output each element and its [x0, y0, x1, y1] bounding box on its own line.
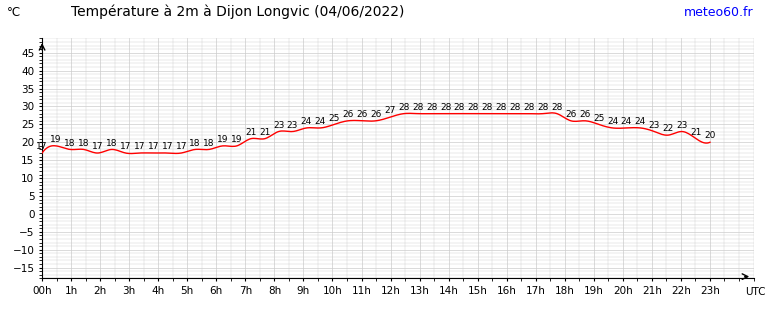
Text: °C: °C [7, 6, 21, 19]
Text: 18: 18 [64, 139, 76, 148]
Text: meteo60.fr: meteo60.fr [684, 6, 754, 19]
Text: 23: 23 [273, 121, 285, 130]
Text: 18: 18 [106, 139, 117, 148]
Text: 19: 19 [231, 135, 243, 144]
Text: 26: 26 [565, 110, 577, 119]
Text: 28: 28 [537, 103, 549, 112]
Text: 23: 23 [287, 121, 298, 130]
Text: 28: 28 [509, 103, 521, 112]
Text: 25: 25 [593, 114, 604, 123]
Text: 17: 17 [134, 142, 145, 151]
Text: 25: 25 [329, 114, 340, 123]
Text: 21: 21 [245, 128, 256, 137]
Text: 18: 18 [190, 139, 201, 148]
Text: UTC: UTC [745, 287, 765, 297]
Text: 20: 20 [705, 132, 715, 140]
Text: 26: 26 [579, 110, 591, 119]
Text: 26: 26 [356, 110, 368, 119]
Text: 17: 17 [120, 142, 132, 151]
Text: 24: 24 [635, 117, 646, 126]
Text: 22: 22 [662, 124, 674, 133]
Text: 24: 24 [621, 117, 632, 126]
Text: 24: 24 [607, 117, 618, 126]
Text: 24: 24 [314, 117, 326, 126]
Text: Température à 2m à Dijon Longvic (04/06/2022): Température à 2m à Dijon Longvic (04/06/… [70, 5, 404, 19]
Text: 28: 28 [412, 103, 424, 112]
Text: 28: 28 [482, 103, 493, 112]
Text: 17: 17 [175, 142, 187, 151]
Text: 28: 28 [467, 103, 479, 112]
Text: 28: 28 [523, 103, 535, 112]
Text: 26: 26 [343, 110, 354, 119]
Text: 28: 28 [496, 103, 507, 112]
Text: 28: 28 [440, 103, 451, 112]
Text: 18: 18 [78, 139, 90, 148]
Text: 21: 21 [690, 128, 702, 137]
Text: 17: 17 [92, 142, 103, 151]
Text: 28: 28 [454, 103, 465, 112]
Text: 27: 27 [384, 107, 396, 116]
Text: 28: 28 [398, 103, 409, 112]
Text: 21: 21 [259, 128, 270, 137]
Text: 26: 26 [370, 110, 382, 119]
Text: 24: 24 [301, 117, 312, 126]
Text: 17: 17 [148, 142, 159, 151]
Text: 28: 28 [426, 103, 438, 112]
Text: 23: 23 [676, 121, 688, 130]
Text: 17: 17 [161, 142, 173, 151]
Text: 17: 17 [36, 142, 48, 151]
Text: 28: 28 [552, 103, 562, 112]
Text: 23: 23 [649, 121, 660, 130]
Text: 18: 18 [203, 139, 215, 148]
Text: 19: 19 [50, 135, 62, 144]
Text: 19: 19 [217, 135, 229, 144]
